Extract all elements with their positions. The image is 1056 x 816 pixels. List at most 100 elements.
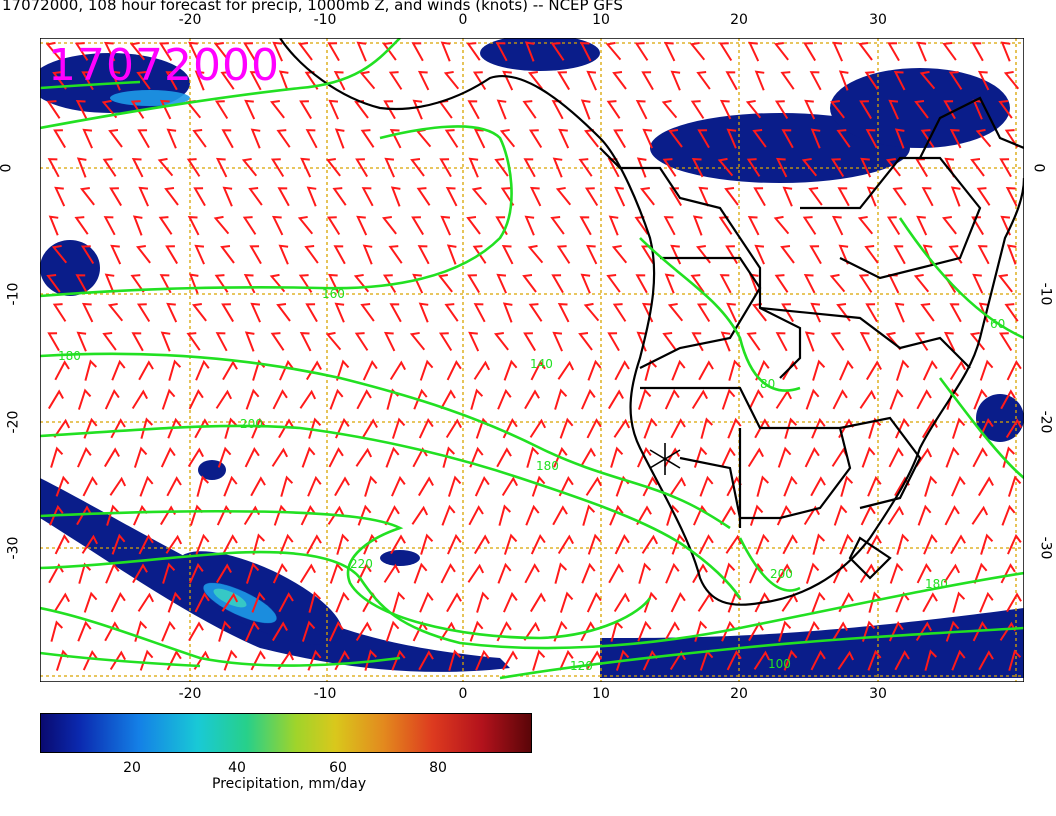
wind-barb <box>978 650 994 671</box>
wind-barb <box>780 245 795 264</box>
wind-barb <box>439 158 452 178</box>
wind-barb <box>997 273 1013 293</box>
wind-barb <box>580 447 596 468</box>
wind-barb <box>107 302 124 322</box>
wind-barb <box>524 215 535 236</box>
wind-barb <box>952 591 966 613</box>
wind-barb <box>559 591 574 613</box>
wind-barb <box>466 216 481 235</box>
wind-barb <box>279 533 294 555</box>
wind-barb <box>131 332 144 352</box>
wind-barb <box>829 99 845 119</box>
wind-barb <box>555 186 572 206</box>
wind-barb <box>724 187 739 206</box>
wind-barb <box>916 41 927 62</box>
wind-barb <box>524 389 540 410</box>
wind-barb <box>82 649 98 671</box>
wind-barb <box>551 274 564 294</box>
date-stamp: 17072000 <box>48 40 280 91</box>
wind-barb <box>194 70 205 91</box>
wind-barb <box>805 620 820 642</box>
wind-barb <box>306 534 322 555</box>
wind-barb <box>812 533 826 555</box>
wind-barb <box>138 360 154 381</box>
wind-barb <box>664 621 680 642</box>
wind-barb <box>139 475 154 497</box>
wind-barb <box>532 649 546 671</box>
wind-barb <box>558 476 574 497</box>
wind-barb <box>971 216 985 236</box>
wind-barb <box>531 475 546 497</box>
wind-barb <box>887 505 905 525</box>
wind-barb <box>447 475 462 497</box>
wind-barb <box>833 504 848 526</box>
wind-barb <box>503 591 518 613</box>
wind-barb <box>164 187 179 206</box>
wind-barb <box>77 446 92 468</box>
wind-barb <box>161 388 176 410</box>
wind-barb <box>719 505 736 526</box>
wind-barb <box>300 157 312 178</box>
wind-barb <box>136 71 151 90</box>
wind-barb <box>298 42 313 61</box>
wind-barb <box>913 273 930 293</box>
wind-barb <box>526 446 540 468</box>
wind-barb <box>887 42 900 62</box>
wind-barb <box>279 359 294 381</box>
wind-barb <box>222 360 238 381</box>
wind-barb <box>139 649 154 671</box>
wind-barb <box>781 303 795 323</box>
wind-barb <box>105 562 120 584</box>
wind-barb <box>717 157 734 177</box>
wind-barb <box>244 99 256 120</box>
wind-barb <box>606 100 621 119</box>
wind-barb <box>671 359 686 381</box>
wind-barb <box>221 592 239 612</box>
wind-barb <box>167 417 182 439</box>
wind-barb <box>308 591 322 613</box>
wind-barb <box>390 534 406 555</box>
wind-barb <box>138 186 149 207</box>
wind-barb <box>747 216 760 236</box>
wind-barb <box>188 621 204 642</box>
wind-barb <box>364 649 378 671</box>
wind-barb <box>885 157 901 177</box>
wind-barb <box>972 273 984 294</box>
wind-barb <box>522 100 537 119</box>
wind-barb <box>643 591 658 613</box>
wind-barb <box>440 41 451 62</box>
wind-barb <box>76 157 87 178</box>
lon-tick-top: -20 <box>178 12 202 28</box>
wind-barb <box>894 302 905 323</box>
wind-barb <box>635 274 648 294</box>
wind-barb <box>725 534 743 554</box>
wind-barb <box>168 359 182 381</box>
wind-barb <box>1006 592 1022 613</box>
wind-barb <box>244 331 255 352</box>
wind-barb <box>923 533 938 555</box>
wind-barb <box>496 447 512 468</box>
wind-barb <box>133 446 148 468</box>
contour-label: 180 <box>58 349 81 363</box>
wind-barb <box>917 504 932 526</box>
wind-barb <box>867 649 882 671</box>
wind-barb <box>102 332 117 351</box>
wind-barb <box>382 42 397 61</box>
wind-barb <box>698 360 714 381</box>
wind-barb <box>196 475 210 497</box>
wind-barb <box>54 186 66 207</box>
wind-barb <box>1008 649 1022 671</box>
wind-barb <box>699 475 714 497</box>
station-marker <box>649 443 681 475</box>
wind-barb <box>812 359 826 381</box>
wind-barb <box>110 244 122 265</box>
wind-barb <box>557 71 571 91</box>
wind-barb <box>418 302 429 323</box>
wind-barb <box>866 534 882 555</box>
wind-barb <box>410 158 425 177</box>
wind-barb <box>860 157 872 178</box>
wind-barb <box>304 245 319 264</box>
wind-barb <box>417 476 434 497</box>
wind-barb <box>914 100 929 119</box>
wind-barb <box>641 71 654 91</box>
